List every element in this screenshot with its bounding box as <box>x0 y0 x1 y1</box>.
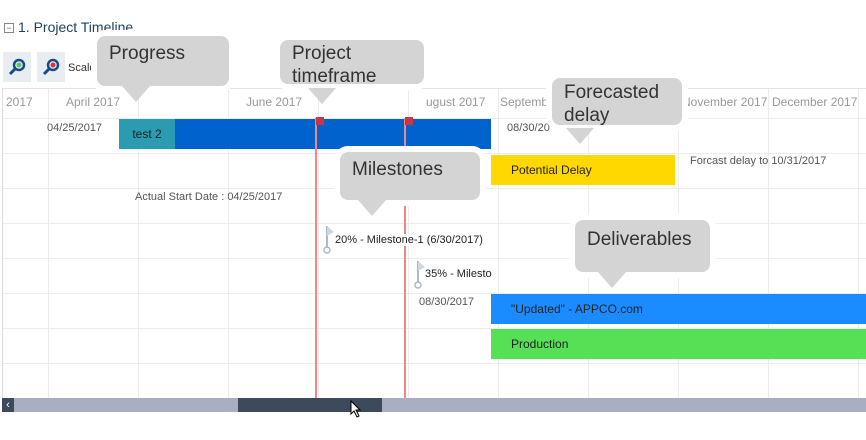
callout-progress: Progress <box>91 30 235 92</box>
task-label: test 2 <box>132 127 162 141</box>
milestone-flag-icon <box>323 226 334 254</box>
month-header: December 2017 <box>772 95 858 109</box>
month-header: June 2017 <box>246 95 303 109</box>
task-bar[interactable]: test 2 <box>119 119 491 149</box>
month-header: April 2017 <box>66 95 121 109</box>
task-end-date: 08/30/20 <box>507 122 550 134</box>
milestone-flag-icon <box>414 261 425 289</box>
actual-start-date: Actual Start Date : 04/25/2017 <box>135 191 283 203</box>
callout-forecasted-delay: Forecasted delay <box>546 72 688 131</box>
callout-deliverables: Deliverables <box>569 214 716 278</box>
month-header: 2017 <box>6 95 33 109</box>
minus-box-icon[interactable]: − <box>4 23 14 33</box>
deliverable-bar[interactable]: "Updated" - APPCO.com <box>491 294 866 324</box>
timeframe-end-line <box>404 118 406 398</box>
callout-pointer <box>308 88 336 104</box>
callout-milestones: Milestones <box>334 146 486 206</box>
mouse-cursor-icon <box>350 400 362 418</box>
zoom-out-button[interactable] <box>37 52 65 82</box>
month-header: ugust 2017 <box>426 95 486 109</box>
section-title[interactable]: −1. Project Timeline <box>4 19 133 35</box>
callout-pointer <box>358 200 386 216</box>
potential-delay-bar[interactable]: Potential Delay <box>491 155 675 185</box>
milestone-2-label[interactable]: 35% - Milesto <box>425 268 492 280</box>
task-start-date: 04/25/2017 <box>47 122 103 134</box>
progress-fill: test 2 <box>119 119 175 149</box>
delay-note: Forcast delay to 10/31/2017 <box>690 155 827 167</box>
timeframe-start-line <box>315 118 317 398</box>
deliverable-date: 08/30/2017 <box>419 296 475 308</box>
timeframe-end-marker <box>405 117 413 125</box>
callout-pointer <box>122 86 150 102</box>
timeframe-start-marker <box>316 117 324 125</box>
scale-label: Scale <box>68 62 96 74</box>
scroll-left-button[interactable]: ‹ <box>2 398 14 412</box>
milestone-1-label[interactable]: 20% - Milestone-1 (6/30/2017) <box>335 234 483 246</box>
scrollbar-thumb[interactable] <box>238 398 382 412</box>
zoom-in-button[interactable] <box>3 52 31 82</box>
callout-pointer <box>566 128 594 144</box>
zoom-out-icon <box>42 58 60 76</box>
production-bar[interactable]: Production <box>491 329 866 359</box>
month-header: November 2017 <box>682 95 768 109</box>
callout-pointer <box>598 272 626 288</box>
callout-timeframe: Project timeframe <box>274 34 430 90</box>
horizontal-scrollbar[interactable]: ‹ <box>2 398 866 412</box>
zoom-in-icon <box>8 58 26 76</box>
